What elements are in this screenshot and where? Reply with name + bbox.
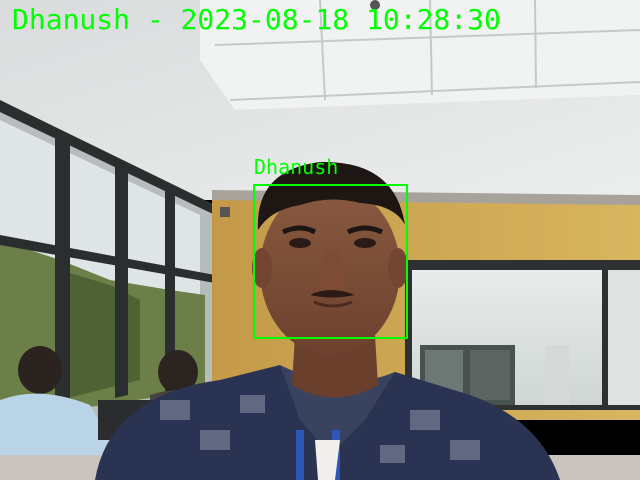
right-eyebrow (346, 225, 384, 235)
left-eye (289, 238, 311, 248)
right-ear (388, 248, 408, 288)
background-person-1-head (18, 346, 62, 394)
background-person-2-head (158, 350, 198, 394)
hair (257, 161, 405, 230)
window-mullions (0, 100, 215, 415)
left-eyebrow (281, 225, 317, 235)
ceiling-grid (214, 0, 640, 101)
camera-device (220, 207, 230, 217)
ceiling-light (370, 0, 380, 10)
building-door (545, 345, 570, 405)
left-ear (252, 248, 272, 288)
nose (315, 250, 348, 294)
overlay-header-text: Dhanush - 2023-08-18 10:28:30 (12, 3, 501, 36)
mouth (313, 300, 353, 308)
right-eye (354, 238, 376, 248)
lanyard (296, 430, 304, 480)
face-bounding-box (253, 184, 408, 339)
undershirt (315, 440, 340, 480)
face-label: Dhanush (254, 155, 339, 179)
ceiling-panel-drop (200, 0, 640, 110)
mustache (310, 290, 355, 298)
shirt-pattern (160, 395, 480, 463)
right-window-pane-2 (608, 270, 640, 405)
